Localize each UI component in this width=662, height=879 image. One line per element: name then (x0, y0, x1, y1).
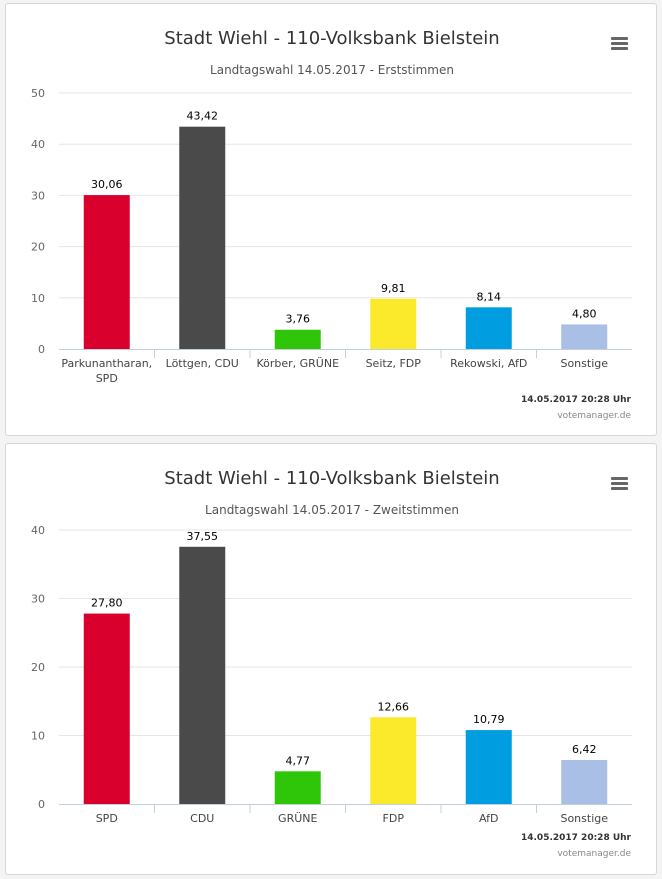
y-tick-label: 30 (31, 189, 45, 202)
bar (465, 730, 512, 804)
bar (274, 329, 321, 349)
chart-subtitle: Landtagswahl 14.05.2017 - Erststimmen (210, 63, 454, 77)
chart-panel-zweitstimmen: Stadt Wiehl - 110-Volksbank Bielstein La… (5, 443, 657, 875)
x-tick-label: Sonstige (560, 357, 608, 370)
data-label: 4,80 (572, 307, 597, 320)
data-label: 30,06 (91, 178, 123, 191)
bar (179, 546, 226, 804)
bar (370, 717, 417, 804)
timestamp-credit: 14.05.2017 20:28 Uhr (520, 833, 631, 843)
chart-title: Stadt Wiehl - 110-Volksbank Bielstein (164, 468, 500, 489)
x-tick-label: FDP (383, 812, 405, 825)
chart-title: Stadt Wiehl - 110-Volksbank Bielstein (164, 28, 500, 49)
y-tick-label: 0 (38, 343, 45, 356)
bar-chart-erststimmen: 0 10 20 30 40 50 30,06 Parkunantharan, SPD 43,42 L… (31, 87, 632, 385)
bar (83, 195, 130, 349)
source-credit-link[interactable]: votemanager.de (557, 849, 631, 859)
y-tick-label: 40 (31, 524, 45, 537)
y-tick-label: 20 (31, 241, 45, 254)
data-label: 3,76 (286, 313, 311, 326)
bar (370, 298, 417, 349)
data-label: 10,79 (473, 713, 505, 726)
x-tick-label: Löttgen, CDU (166, 357, 239, 370)
x-tick-label: SPD (96, 372, 118, 385)
data-label: 6,42 (572, 743, 597, 756)
x-tick-label: GRÜNE (278, 812, 317, 825)
data-label: 4,77 (286, 754, 311, 767)
data-label: 8,14 (477, 290, 502, 303)
hamburger-menu-icon[interactable] (611, 37, 628, 51)
bar (465, 307, 512, 349)
y-tick-label: 50 (31, 87, 45, 100)
bar (274, 771, 321, 804)
timestamp-credit: 14.05.2017 20:28 Uhr (520, 395, 631, 405)
y-tick-label: 20 (31, 661, 45, 674)
x-tick-label: SPD (96, 812, 118, 825)
x-tick-label: Seitz, FDP (366, 357, 422, 370)
y-tick-label: 10 (31, 730, 45, 743)
data-label: 27,80 (91, 597, 123, 610)
data-label: 12,66 (378, 700, 410, 713)
bar (561, 760, 608, 804)
data-label: 37,55 (187, 530, 219, 543)
y-tick-label: 40 (31, 138, 45, 151)
chart-panel-erststimmen: Stadt Wiehl - 110-Volksbank Bielstein La… (5, 3, 657, 436)
y-tick-label: 0 (38, 798, 45, 811)
data-label: 43,42 (187, 110, 219, 123)
x-tick-label: Sonstige (560, 812, 608, 825)
y-tick-label: 10 (31, 292, 45, 305)
bar-chart-zweitstimmen: 0 10 20 30 40 27,80 SPD 37,55 CDU 4,77 GRÜNE 12,66 F… (31, 524, 632, 825)
y-tick-label: 30 (31, 593, 45, 606)
x-tick-label: CDU (190, 812, 214, 825)
x-tick-label: Parkunantharan, (61, 357, 152, 370)
bar (561, 324, 608, 349)
hamburger-menu-icon[interactable] (611, 477, 628, 491)
source-credit-link[interactable]: votemanager.de (557, 411, 631, 421)
x-tick-label: AfD (479, 812, 498, 825)
x-tick-label: Körber, GRÜNE (256, 357, 339, 370)
x-tick-label: Rekowski, AfD (450, 357, 527, 370)
data-label: 9,81 (381, 282, 406, 295)
bar (179, 126, 226, 349)
bar (83, 613, 130, 804)
chart-subtitle: Landtagswahl 14.05.2017 - Zweitstimmen (205, 503, 459, 517)
